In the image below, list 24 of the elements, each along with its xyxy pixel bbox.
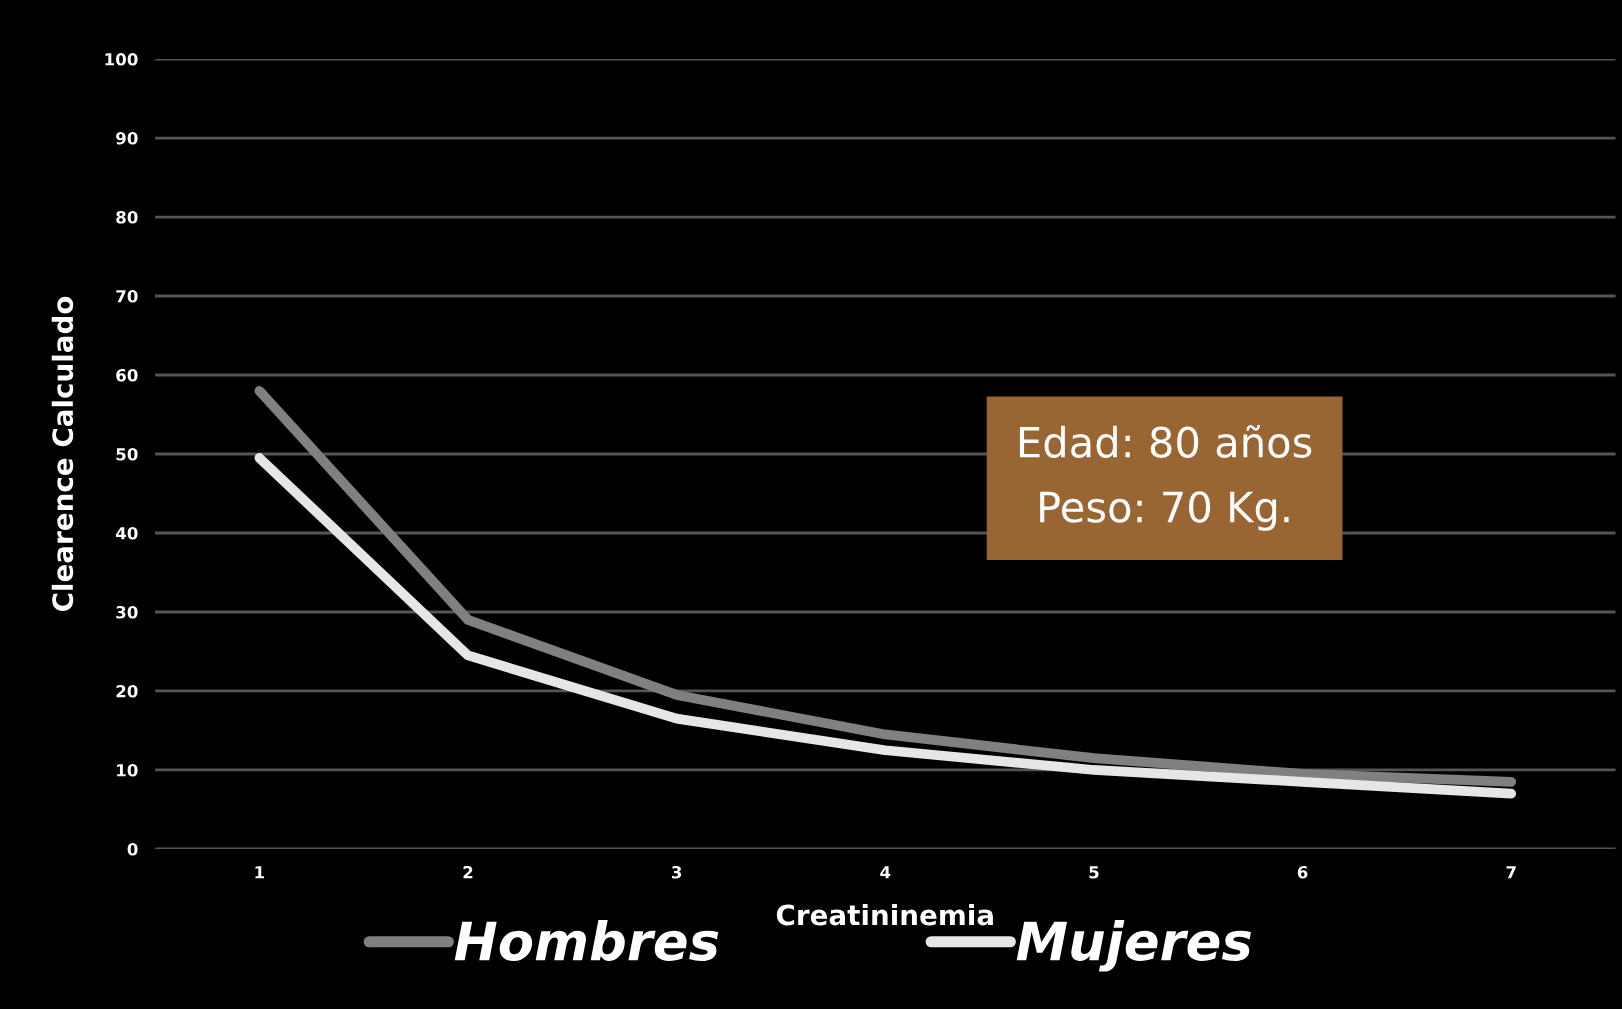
x-tick-label: 7 [1506, 866, 1516, 879]
y-tick-label: 60 [116, 368, 138, 382]
x-tick-label: 2 [463, 865, 473, 879]
y-tick-label: 90 [116, 131, 138, 145]
y-tick-label: 0 [127, 842, 138, 856]
y-tick-label: 40 [115, 526, 138, 540]
y-tick-label: 80 [116, 210, 138, 224]
y-tick-label: 20 [116, 684, 138, 698]
annotation: Edad: 80 años [1019, 424, 1312, 458]
y-tick-label: 50 [116, 447, 138, 461]
x-tick-label: 5 [1089, 866, 1099, 879]
x-tick-label: 6 [1297, 865, 1308, 879]
legend-label: Mujeres [1016, 920, 1251, 972]
y-tick-label: 30 [116, 605, 138, 619]
y-axis-title: Clearence Calculado [51, 296, 74, 612]
x-tick-label: 4 [880, 866, 891, 879]
y-tick-label: 100 [105, 52, 138, 66]
x-axis-title: Creatininemia [776, 903, 993, 926]
legend-label: Hombres [454, 920, 719, 961]
y-tick-label: 10 [117, 763, 138, 777]
x-tick-label: 3 [671, 865, 682, 879]
x-tick-label: 1 [255, 866, 265, 879]
y-tick-label: 70 [116, 289, 138, 303]
annotation: Peso: 70 Kg. [1040, 491, 1289, 531]
